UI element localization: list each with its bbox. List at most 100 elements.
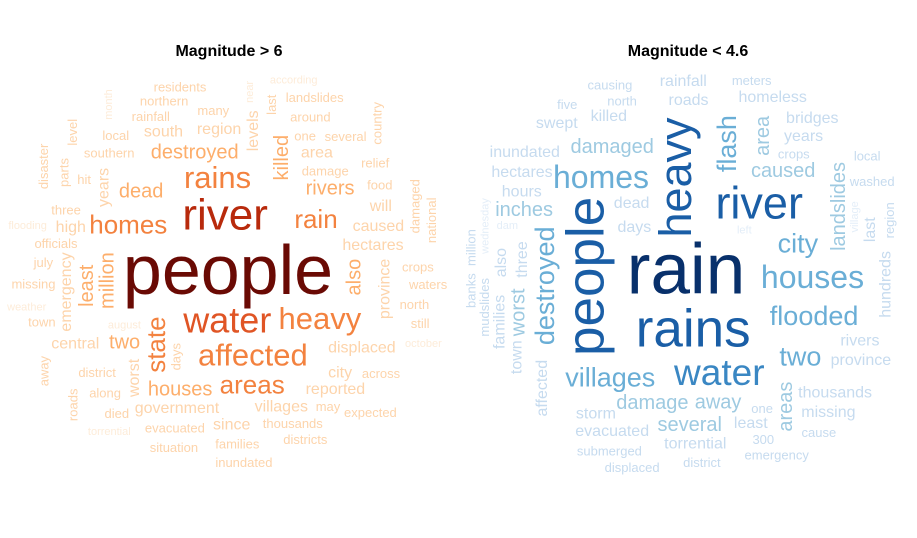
word-august: august — [108, 320, 141, 332]
word-flooded: flooded — [770, 301, 859, 331]
word-water: water — [182, 300, 271, 341]
word-province: province — [831, 352, 892, 369]
word-emergency: emergency — [745, 447, 810, 462]
word-million: million — [463, 229, 478, 266]
word-around: around — [290, 110, 330, 125]
word-evacuated: evacuated — [575, 423, 649, 440]
word-mudslides: mudslides — [477, 278, 492, 337]
word-million: million — [96, 252, 118, 309]
word-three: three — [51, 203, 81, 218]
word-homes: homes — [89, 210, 167, 240]
word-october: october — [405, 338, 442, 350]
word-villages: villages — [565, 362, 655, 392]
word-people: people — [557, 197, 616, 356]
word-damage: damage — [302, 164, 349, 179]
word-two: two — [779, 341, 821, 371]
word-river: river — [715, 177, 803, 228]
word-thousands: thousands — [798, 385, 872, 402]
word-hectares: hectares — [342, 237, 403, 254]
word-rain: rain — [627, 231, 745, 310]
word-torrential: torrential — [88, 426, 131, 438]
word-reported: reported — [306, 381, 366, 398]
word-district: district — [78, 365, 116, 380]
word-meters: meters — [732, 73, 772, 88]
word-hectares: hectares — [491, 164, 552, 181]
word-destroyed: destroyed — [151, 141, 239, 163]
word-causing: causing — [587, 77, 632, 92]
word-may: may — [316, 399, 341, 414]
word-washed: washed — [849, 174, 895, 189]
word-national: national — [424, 197, 439, 243]
word-high: high — [56, 219, 86, 236]
word-emergency: emergency — [58, 252, 75, 331]
word-bridges: bridges — [786, 110, 838, 127]
word-heavy: heavy — [279, 301, 362, 336]
word-district: district — [683, 455, 721, 470]
word-according: according — [270, 75, 318, 87]
word-years: years — [784, 128, 823, 145]
word-southern: southern — [84, 146, 135, 161]
wordcloud-panel-right: Magnitude < 4.6 rain rains people heavy rive… — [459, 0, 917, 538]
word-rains: rains — [184, 160, 251, 195]
word-years: years — [95, 168, 112, 207]
word-situation: situation — [150, 440, 198, 455]
word-areas: areas — [775, 382, 797, 432]
word-banks: banks — [464, 273, 479, 308]
word-province: province — [377, 259, 394, 320]
word-levels: levels — [245, 110, 262, 151]
word-local: local — [854, 149, 881, 164]
word-july: july — [33, 255, 54, 270]
word-damaged: damaged — [570, 136, 653, 158]
word-days: days — [169, 342, 184, 370]
word-houses: houses — [761, 259, 864, 295]
word-storm: storm — [576, 406, 616, 423]
word-families: families — [215, 437, 260, 452]
word-thousands: thousands — [263, 416, 323, 431]
word-landslides: landslides — [286, 90, 344, 105]
word-water: water — [673, 352, 764, 393]
wordcloud-panel-left: Magnitude > 6 people river water affected ra… — [0, 0, 458, 538]
word-least: least — [76, 264, 98, 307]
word-several: several — [325, 129, 367, 144]
word-area: area — [301, 145, 333, 162]
word-heavy: heavy — [650, 117, 701, 238]
word-dam: dam — [497, 220, 518, 232]
word-rains: rains — [636, 300, 751, 359]
word-one: one — [751, 401, 773, 416]
word-relief: relief — [361, 155, 390, 170]
word-northern: northern — [140, 94, 188, 109]
word-residents: residents — [154, 79, 207, 94]
word-village: village — [849, 201, 861, 232]
word-month: month — [103, 89, 115, 120]
word-homes: homes — [553, 159, 649, 195]
word-rainfall: rainfall — [132, 109, 170, 124]
word-away: away — [695, 392, 742, 414]
word-caused: caused — [751, 160, 816, 182]
word-river: river — [182, 191, 268, 240]
word-government: government — [135, 400, 220, 417]
word-inches: inches — [495, 199, 553, 221]
word-hours: hours — [502, 183, 542, 200]
word-roads: roads — [668, 92, 708, 109]
word-hundreds: hundreds — [878, 251, 895, 318]
word-city: city — [328, 364, 352, 381]
word-waters: waters — [408, 277, 448, 292]
word-city: city — [778, 229, 819, 259]
word-worst: worst — [126, 358, 143, 398]
word-last: last — [264, 94, 279, 115]
word-weather: weather — [6, 301, 46, 313]
word-damaged: damaged — [408, 179, 423, 233]
word-crops: crops — [402, 260, 434, 275]
word-submerged: submerged — [577, 444, 642, 459]
word-rivers: rivers — [840, 332, 879, 349]
word-region: region — [882, 202, 897, 238]
word-near: near — [244, 81, 256, 103]
word-away: away — [36, 355, 51, 386]
word-still: still — [411, 316, 430, 331]
word-inundated: inundated — [490, 144, 560, 161]
word-families: families — [491, 295, 508, 349]
word-state: state — [141, 316, 171, 372]
chart-title: Magnitude > 6 — [175, 43, 283, 60]
